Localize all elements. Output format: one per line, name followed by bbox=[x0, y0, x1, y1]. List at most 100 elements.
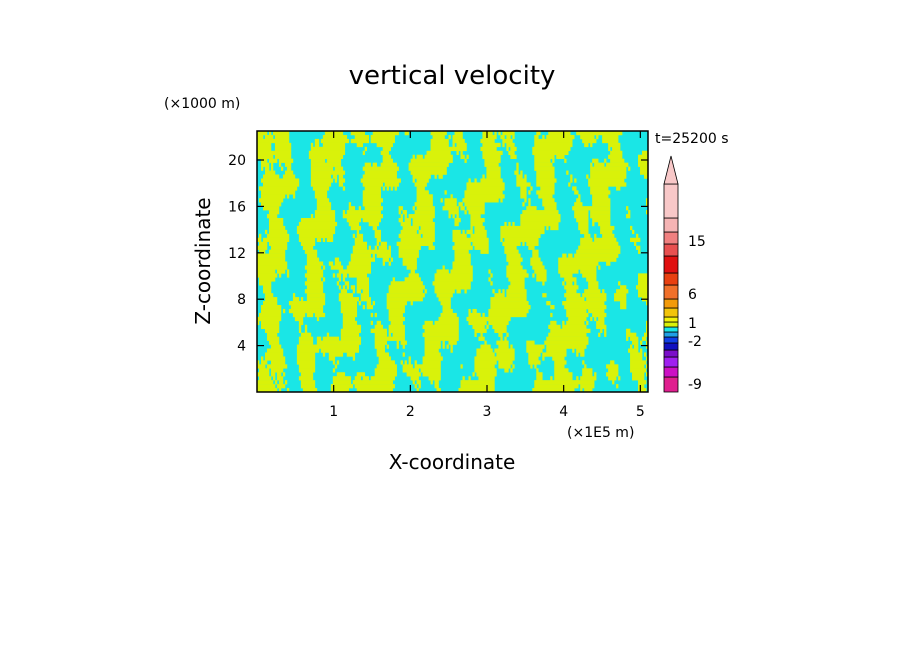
field-cell bbox=[578, 245, 621, 250]
field-cell bbox=[520, 190, 527, 195]
field-cell bbox=[374, 336, 405, 341]
field-cell bbox=[270, 360, 286, 365]
field-cell bbox=[566, 308, 587, 314]
field-cell bbox=[532, 253, 539, 258]
field-cell bbox=[362, 182, 383, 187]
field-cell bbox=[494, 328, 507, 333]
field-cell bbox=[350, 131, 366, 136]
field-cell bbox=[310, 182, 332, 187]
field-cell bbox=[260, 202, 282, 207]
field-cell bbox=[342, 316, 356, 322]
field-cell bbox=[322, 265, 326, 270]
field-cell bbox=[608, 376, 617, 381]
field-cell bbox=[260, 158, 268, 163]
field-cell bbox=[534, 364, 537, 369]
field-cell bbox=[536, 368, 539, 373]
field-cell bbox=[506, 253, 521, 258]
colorbar-band bbox=[663, 321, 679, 328]
field-cell bbox=[452, 229, 461, 235]
x-tick-label: 3 bbox=[483, 404, 492, 420]
field-cell bbox=[260, 305, 282, 310]
field-cell bbox=[590, 190, 611, 195]
field-cell bbox=[636, 233, 639, 239]
field-cell bbox=[266, 364, 288, 369]
field-cell bbox=[348, 206, 356, 211]
field-cell bbox=[408, 360, 411, 365]
field-cell bbox=[468, 210, 485, 215]
field-cell bbox=[257, 138, 290, 144]
field-cell bbox=[306, 297, 326, 302]
field-cell bbox=[298, 364, 316, 369]
field-cell bbox=[452, 237, 489, 243]
field-cell bbox=[260, 360, 268, 365]
field-cell bbox=[296, 225, 336, 231]
field-cell bbox=[552, 158, 555, 163]
field-cell bbox=[350, 138, 370, 144]
field-cell bbox=[362, 218, 381, 223]
field-cell bbox=[338, 293, 354, 298]
field-cell bbox=[394, 186, 397, 191]
field-cell bbox=[306, 285, 324, 290]
field-cell bbox=[306, 257, 320, 262]
field-cell bbox=[544, 340, 589, 345]
field-cell bbox=[266, 336, 280, 341]
field-cell bbox=[594, 316, 597, 322]
field-cell bbox=[646, 340, 649, 345]
field-cell bbox=[582, 273, 597, 278]
field-cell bbox=[456, 150, 459, 156]
field-cell bbox=[356, 277, 370, 282]
field-cell bbox=[304, 265, 322, 270]
field-cell bbox=[370, 320, 373, 326]
field-cell bbox=[466, 182, 505, 187]
x-tick-label: 1 bbox=[329, 404, 338, 420]
field-cell bbox=[258, 281, 272, 286]
field-cell bbox=[560, 273, 573, 278]
field-cell bbox=[528, 198, 531, 203]
field-cell bbox=[278, 273, 282, 278]
field-cell bbox=[376, 348, 385, 353]
field-cell bbox=[628, 210, 631, 215]
field-cell bbox=[592, 198, 611, 203]
field-cell bbox=[510, 146, 517, 152]
field-cell bbox=[374, 332, 387, 337]
colorbar-band bbox=[663, 316, 679, 323]
field-cell bbox=[306, 312, 314, 318]
field-cell bbox=[430, 131, 447, 136]
field-cell bbox=[482, 142, 501, 148]
field-cell bbox=[300, 297, 304, 302]
field-cell bbox=[424, 336, 459, 341]
field-cell bbox=[640, 340, 643, 345]
field-cell bbox=[612, 146, 621, 152]
field-cell bbox=[316, 340, 362, 345]
field-cell bbox=[398, 245, 421, 250]
field-cell bbox=[442, 305, 451, 310]
field-cell bbox=[264, 134, 274, 140]
field-cell bbox=[430, 380, 433, 385]
field-cell bbox=[542, 198, 555, 203]
field-cell bbox=[344, 281, 350, 286]
field-cell bbox=[488, 308, 529, 314]
field-cell bbox=[296, 348, 320, 353]
field-cell bbox=[316, 237, 322, 243]
field-cell bbox=[257, 253, 286, 258]
field-cell bbox=[620, 285, 627, 290]
field-cell bbox=[414, 360, 417, 365]
field-cell bbox=[298, 328, 302, 333]
field-cell bbox=[562, 281, 565, 286]
field-cell bbox=[374, 233, 381, 239]
field-cell bbox=[270, 162, 274, 167]
field-cell bbox=[424, 352, 441, 357]
field-cell bbox=[596, 324, 607, 330]
field-cell bbox=[640, 348, 643, 353]
field-cell bbox=[474, 360, 497, 365]
field-cell bbox=[352, 356, 356, 361]
field-cell bbox=[570, 174, 573, 179]
field-cell bbox=[402, 225, 419, 231]
field-cell bbox=[257, 131, 268, 136]
field-cell bbox=[520, 218, 561, 223]
field-cell bbox=[548, 332, 587, 337]
field-cell bbox=[428, 376, 441, 381]
field-cell bbox=[310, 214, 314, 219]
field-cell bbox=[396, 340, 399, 345]
field-cell bbox=[270, 166, 274, 171]
